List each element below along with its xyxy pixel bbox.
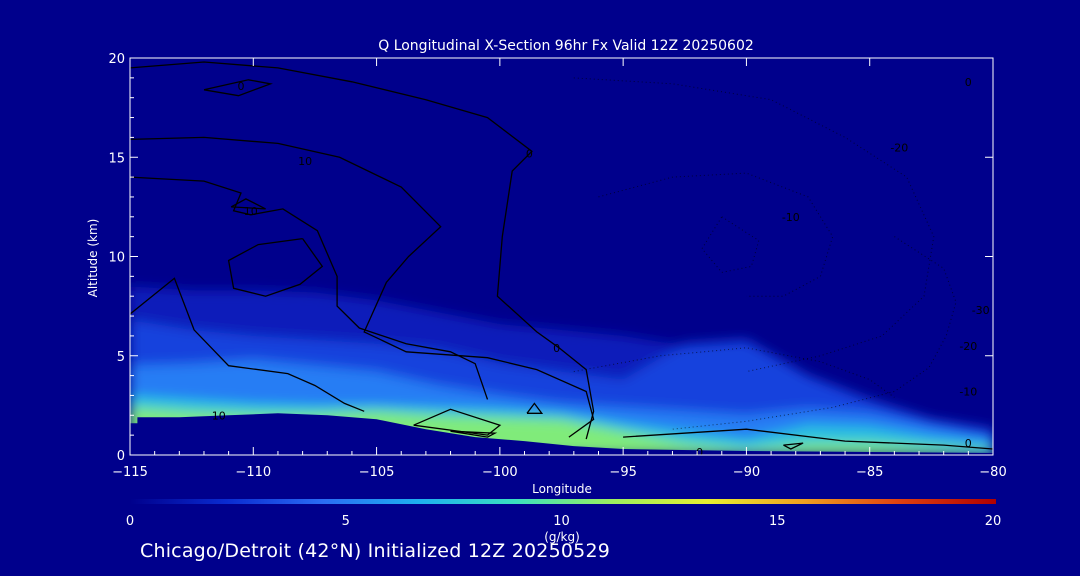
y-tick-label: 5 <box>117 350 125 365</box>
contour-line <box>130 61 595 440</box>
contour-label: 10 <box>244 205 258 218</box>
plot-area: 0 10 0 10 0 10 0 -20 -10 -30 -20 -10 0 0 <box>130 58 993 459</box>
colorbar-tick-label: 20 <box>985 514 1002 529</box>
colorbar-unit-label: (g/kg) <box>544 530 580 544</box>
contour-line <box>130 136 595 438</box>
contour-label: 0 <box>965 76 972 89</box>
y-tick-label: 20 <box>108 52 125 67</box>
colorbar-ramp <box>130 499 996 504</box>
contour-line-dotted <box>701 216 760 273</box>
x-tick-label: −95 <box>609 465 636 480</box>
contour-labels: 0 10 0 10 0 10 0 -20 -10 -30 -20 -10 0 0 <box>212 76 990 459</box>
y-tick-label: 10 <box>108 251 125 266</box>
x-axis: −115 −110 −105 −100 −95 −90 −85 −80 <box>112 58 1007 480</box>
colorbar-ticks: 0 5 10 15 20 <box>126 514 1001 529</box>
contour-label: 0 <box>553 342 560 355</box>
contour-line <box>227 237 324 297</box>
footer-caption: Chicago/Detroit (42°N) Initialized 12Z 2… <box>140 540 611 562</box>
colorbar-tick-label: 5 <box>342 514 350 529</box>
contour-label: 10 <box>298 155 312 168</box>
contour-line <box>623 428 993 450</box>
contour-label: 0 <box>696 446 703 459</box>
contour-line <box>130 277 365 412</box>
contour-label: -30 <box>972 304 990 317</box>
y-axis-label: Altitude (km) <box>86 219 100 298</box>
x-tick-label: −100 <box>482 465 518 480</box>
contour-line-dotted <box>598 172 834 297</box>
y-tick-label: 0 <box>117 449 125 464</box>
contour-label: -20 <box>959 340 977 353</box>
contour-line <box>526 402 544 414</box>
chart-title: Q Longitudinal X-Section 96hr Fx Valid 1… <box>378 38 754 54</box>
x-tick-label: −85 <box>856 465 883 480</box>
contour-label: 0 <box>965 437 972 450</box>
y-axis: 0 5 10 15 20 <box>108 52 993 464</box>
contour-line <box>130 176 489 400</box>
terrain-mask <box>130 413 993 455</box>
contour-label: 0 <box>238 80 245 93</box>
contour-label: 10 <box>212 409 226 422</box>
contour-line-dotted <box>573 347 895 398</box>
contour-line <box>230 198 266 210</box>
contour-line <box>783 442 804 450</box>
x-tick-label: −105 <box>359 465 395 480</box>
contour-label: -20 <box>890 141 908 154</box>
contour-label: 0 <box>526 147 533 160</box>
colorbar: 0 5 10 15 20 (g/kg) <box>126 499 1001 544</box>
y-tick-label: 15 <box>108 151 125 166</box>
x-tick-label: −115 <box>112 465 148 480</box>
colorbar-tick-label: 15 <box>769 514 786 529</box>
x-axis-label: Longitude <box>532 482 592 496</box>
x-tick-label: −80 <box>979 465 1006 480</box>
x-tick-label: −90 <box>733 465 760 480</box>
wind-contours <box>130 61 993 450</box>
x-tick-label: −110 <box>235 465 271 480</box>
colorbar-tick-label: 0 <box>126 514 134 529</box>
contour-line-dotted <box>573 77 935 373</box>
contour-line <box>203 79 273 97</box>
colorbar-tick-label: 10 <box>553 514 570 529</box>
contour-label: -10 <box>959 386 977 399</box>
contour-label: -10 <box>782 211 800 224</box>
contour-line <box>450 430 498 438</box>
